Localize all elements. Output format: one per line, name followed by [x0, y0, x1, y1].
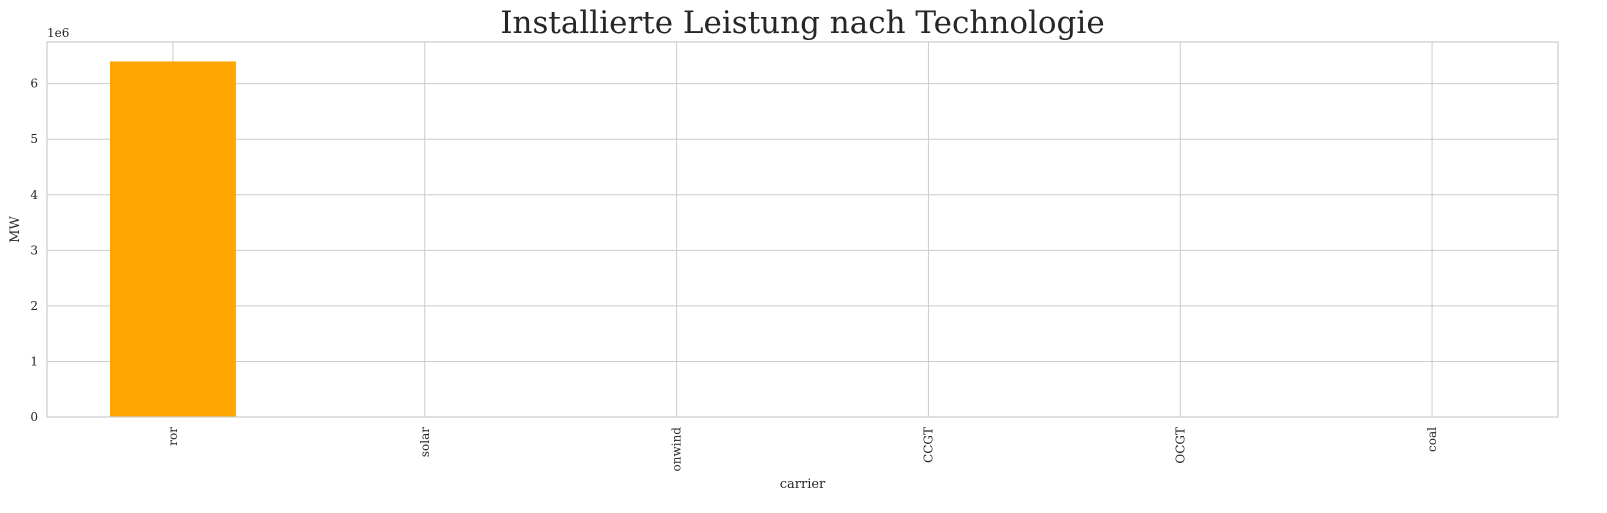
chart-title: Installierte Leistung nach Technologie: [500, 5, 1104, 41]
y-tick-label: 6: [30, 77, 38, 91]
x-tick-label: ror: [166, 427, 180, 446]
bar-ror: [109, 61, 236, 417]
x-tick-label: OCGT: [1173, 427, 1187, 464]
bar-layer: [109, 61, 236, 417]
y-tick-label: 0: [30, 410, 38, 424]
plot-frame: [46, 41, 1559, 418]
y-axis-label: MW: [8, 216, 23, 243]
y-axis-offset-label: 1e6: [47, 26, 69, 40]
y-tick-label: 2: [30, 299, 38, 313]
tick-layer: 0 1 2 3 4 5 6 ror solar onwind CCGT OCGT coal: [30, 77, 1439, 472]
y-tick-label: 4: [30, 188, 38, 202]
x-axis-label: carrier: [780, 477, 826, 492]
x-tick-label: solar: [418, 427, 432, 457]
y-tick-label: 5: [30, 132, 38, 146]
grid-layer: [47, 42, 1558, 418]
y-tick-label: 1: [30, 354, 38, 368]
x-tick-label: coal: [1425, 427, 1439, 452]
x-tick-label: CCGT: [921, 427, 935, 463]
x-tick-label: onwind: [670, 427, 684, 472]
y-tick-label: 3: [30, 243, 38, 257]
